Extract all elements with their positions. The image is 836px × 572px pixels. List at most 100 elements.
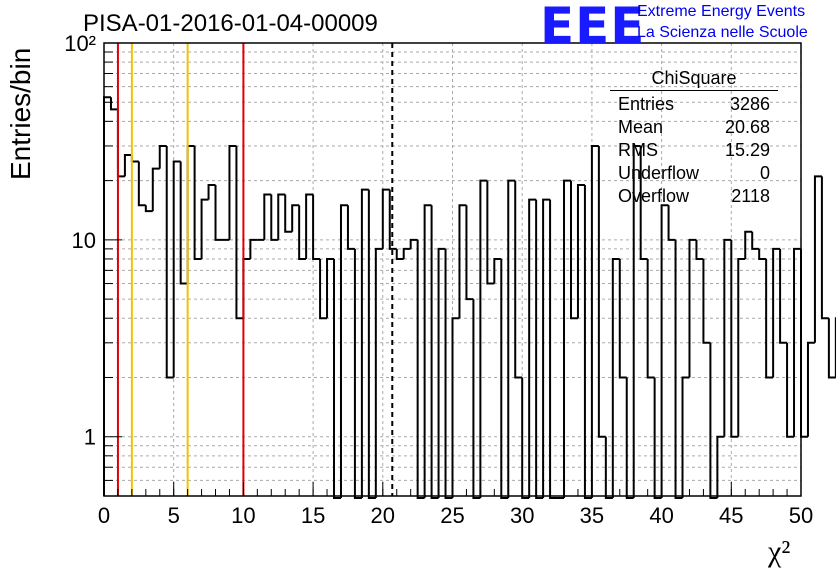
histogram-bin (402, 247, 411, 259)
axis-ticks (103, 51, 802, 497)
x-tick-label: 10 (231, 503, 255, 528)
histogram-bin (493, 257, 502, 284)
histogram-bin (423, 204, 432, 498)
histogram-bin (116, 109, 125, 178)
histogram-bin (507, 179, 516, 498)
x-tick-label: 15 (301, 503, 325, 528)
histogram-bin (430, 205, 439, 499)
histogram-bin (437, 247, 446, 498)
stats-label: Mean (618, 117, 664, 137)
histogram-bin (625, 377, 634, 499)
histogram-bin (569, 180, 578, 320)
histogram-bin (388, 189, 397, 250)
histogram-bin (374, 247, 383, 498)
histogram-bin (576, 183, 585, 319)
histogram-bin (165, 145, 174, 379)
histogram-bin (333, 258, 341, 499)
histogram-bin (353, 248, 362, 499)
histogram-bin (820, 176, 829, 320)
histogram-bin (270, 194, 279, 241)
histogram-bin (130, 154, 139, 163)
histogram-bin (172, 160, 181, 378)
histogram-bin (563, 179, 571, 498)
histogram-bin (793, 247, 801, 437)
histogram-bin (228, 144, 237, 240)
histogram-bin (193, 145, 202, 260)
histogram-bin (800, 248, 808, 438)
histogram-bin (702, 258, 711, 344)
histogram-bin (312, 194, 321, 260)
histogram-bin (346, 205, 355, 250)
y-axis-label: Entries/bin (5, 47, 36, 180)
histogram-bin (158, 144, 167, 169)
stats-row-mean: Mean 20.68 (610, 116, 778, 139)
logo-tagline-1: Extreme Energy Events (637, 3, 806, 20)
x-tick-label: 50 (789, 503, 813, 528)
histogram-bin (653, 377, 662, 499)
histogram-bin (465, 205, 474, 301)
histogram-bars (103, 96, 836, 499)
histogram-bin (639, 145, 648, 260)
histogram-bin (611, 257, 620, 498)
histogram-bin (779, 248, 788, 344)
histogram-bin (590, 144, 599, 498)
histogram-bin (716, 435, 725, 498)
histogram-bin (500, 258, 509, 499)
histogram-bin (667, 205, 676, 241)
stats-row-rms: RMS 15.29 (610, 139, 778, 162)
histogram-bin (458, 204, 467, 319)
histogram-bin (674, 239, 683, 499)
stats-box: ChiSquare Entries 3286 Mean 20.68 RMS 15.29… (610, 68, 778, 208)
x-tick-label: 25 (440, 503, 464, 528)
histogram-bin (451, 317, 460, 498)
histogram-bin (806, 341, 815, 437)
stats-value: 3286 (729, 94, 770, 114)
histogram-bin (730, 239, 739, 438)
stats-title: ChiSquare (610, 68, 778, 91)
histogram-bin (291, 204, 300, 232)
stats-label: Underflow (618, 163, 700, 183)
histogram-bin (695, 239, 704, 260)
histogram-bin (179, 161, 188, 285)
histogram-bin (604, 436, 613, 499)
histogram-bin (207, 183, 216, 200)
histogram-bin (758, 248, 767, 260)
histogram-bin (618, 258, 627, 379)
stats-row-overflow: Overflow 2118 (610, 185, 778, 208)
histogram-bin (521, 377, 530, 499)
tick-labels: 0 5 10 15 20 25 30 35 40 45 50 1 10 10² (64, 31, 813, 528)
histogram-bin (486, 180, 495, 285)
y-tick-label: 10² (64, 31, 96, 56)
histogram-bin (360, 188, 369, 498)
histogram-bin (381, 188, 390, 249)
histogram-bin (786, 342, 795, 438)
histogram-bin (660, 204, 669, 498)
x-axis-label: χ² (768, 535, 791, 568)
x-tick-label: 5 (168, 503, 180, 528)
histogram-bin (681, 376, 690, 498)
histogram-bin (339, 204, 348, 498)
stats-value: 15.29 (724, 140, 770, 160)
histogram-bin (597, 145, 606, 438)
histogram-bin (827, 318, 836, 379)
histogram-bin (123, 153, 132, 177)
histogram-bin (305, 193, 314, 259)
histogram-bin (542, 198, 551, 498)
histogram-bin (109, 97, 118, 111)
stats-label: Overflow (618, 186, 690, 206)
histogram-bin (549, 199, 558, 499)
stats-value: 0 (759, 163, 770, 183)
histogram-bin (103, 96, 111, 496)
histogram-bin (479, 179, 488, 498)
x-tick-label: 45 (719, 503, 743, 528)
histogram-bin (765, 258, 774, 379)
y-tick-label: 10 (72, 228, 96, 253)
chart-title: PISA-01-2016-01-04-00009 (83, 10, 378, 37)
histogram-bin (235, 145, 244, 320)
histogram-bin (444, 248, 453, 499)
histogram-bin (528, 198, 537, 498)
x-tick-label: 0 (98, 503, 110, 528)
histogram-bin (813, 175, 822, 343)
histogram-bin (632, 144, 641, 498)
